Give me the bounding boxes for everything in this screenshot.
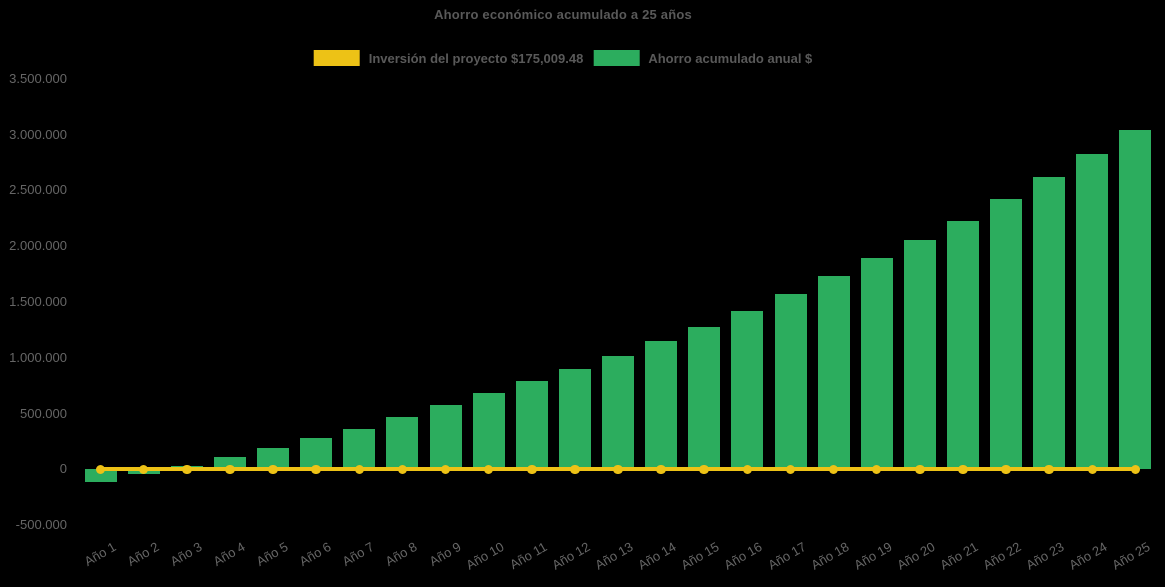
investment-line-marker [699, 464, 709, 475]
legend: Inversión del proyecto $175,009.48 Ahorr… [313, 50, 812, 66]
bar-ano-25 [1119, 130, 1152, 470]
legend-item-investment: Inversión del proyecto $175,009.48 [313, 50, 584, 66]
bar-ano-15 [688, 327, 721, 470]
bar-ano-11 [515, 381, 548, 470]
savings-legend-swatch [593, 50, 640, 66]
bar-ano-16 [731, 310, 764, 470]
investment-line-marker [138, 464, 149, 475]
y-axis-tick-label: 1.000.000 [9, 349, 67, 365]
bar-ano-18 [817, 276, 850, 470]
investment-line-marker [311, 464, 321, 475]
investment-line-marker [785, 464, 796, 475]
bar-ano-1 [84, 469, 117, 483]
investment-line-marker [397, 464, 408, 475]
y-axis-tick-label: 0 [59, 461, 67, 477]
investment-line-marker [828, 464, 839, 475]
investment-line-marker [268, 464, 278, 475]
investment-line-marker [225, 464, 235, 475]
investment-line-marker [182, 464, 192, 475]
bar-ano-14 [645, 341, 678, 470]
investment-legend-label: Inversión del proyecto $175,009.48 [368, 50, 584, 66]
investment-line-marker [656, 464, 666, 475]
investment-line-marker [1130, 464, 1141, 475]
y-axis-tick-label: 3.000.000 [9, 126, 67, 142]
investment-line-marker [613, 464, 623, 475]
y-axis-tick-label: 1.500.000 [9, 293, 67, 309]
savings-legend-label: Ahorro acumulado anual $ [648, 50, 813, 66]
investment-line-marker [915, 464, 925, 475]
bar-ano-7 [343, 428, 376, 470]
bar-ano-20 [903, 240, 936, 470]
investment-line-marker [95, 464, 106, 475]
investment-line-marker [354, 464, 365, 475]
investment-line-marker [1001, 464, 1011, 475]
y-axis-tick-label: 500.000 [20, 405, 67, 421]
y-axis-tick-label: 2.500.000 [9, 182, 67, 198]
bar-ano-17 [774, 293, 807, 470]
bar-ano-6 [300, 437, 333, 470]
legend-item-savings: Ahorro acumulado anual $ [593, 50, 812, 66]
bar-ano-5 [257, 447, 289, 470]
bar-ano-10 [472, 393, 505, 470]
bar-ano-8 [386, 417, 419, 470]
bar-ano-24 [1076, 153, 1109, 470]
y-axis-tick-label: 2.000.000 [9, 238, 67, 254]
bar-ano-9 [429, 404, 462, 470]
bar-ano-13 [602, 355, 634, 470]
bar-ano-19 [860, 258, 893, 470]
bar-ano-23 [1033, 177, 1066, 470]
bar-ano-21 [947, 220, 979, 470]
bar-ano-22 [990, 198, 1023, 470]
investment-line-marker [440, 464, 451, 475]
investment-line-marker [871, 464, 882, 475]
investment-line-marker [1087, 464, 1098, 475]
investment-line-marker [483, 464, 494, 475]
y-axis-tick-label: 3.500.000 [9, 70, 67, 86]
investment-line-marker [1044, 464, 1054, 475]
investment-legend-swatch [313, 50, 360, 66]
bar-ano-4 [213, 456, 246, 470]
bar-ano-12 [558, 369, 591, 470]
investment-line-marker [958, 464, 968, 475]
chart-title: Ahorro económico acumulado a 25 años [434, 7, 692, 22]
investment-line-marker [570, 464, 580, 475]
investment-line-marker [742, 464, 753, 475]
y-axis-tick-label: -500.000 [15, 517, 67, 533]
investment-line-marker [527, 464, 537, 475]
